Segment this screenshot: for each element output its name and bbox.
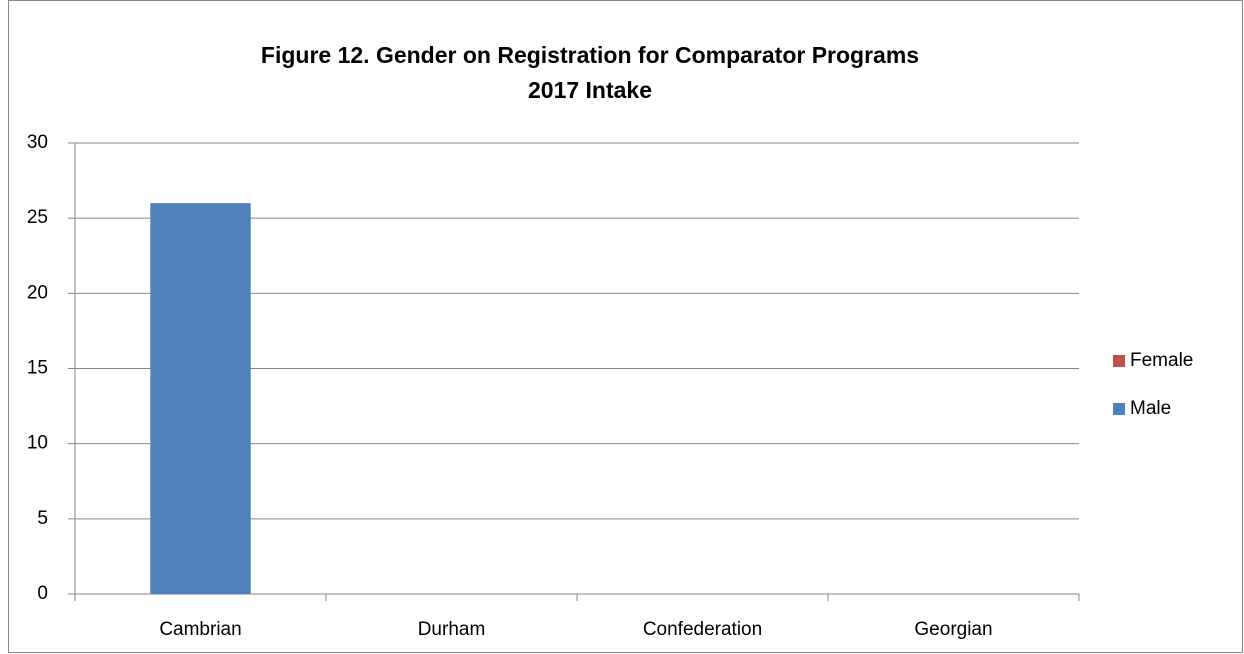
legend-swatch <box>1113 355 1125 367</box>
chart-title: Figure 12. Gender on Registration for Co… <box>261 42 919 68</box>
bar <box>150 203 251 594</box>
x-tick-label: Confederation <box>643 619 762 640</box>
x-tick-label: Durham <box>418 619 486 640</box>
legend-swatch <box>1113 403 1125 415</box>
y-tick-label: 5 <box>37 508 48 529</box>
y-tick-label: 10 <box>27 433 48 454</box>
chart-title: 2017 Intake <box>528 77 652 103</box>
y-tick-label: 30 <box>27 132 48 153</box>
legend-label: Male <box>1130 398 1171 419</box>
y-tick-label: 0 <box>37 583 48 604</box>
y-tick-label: 20 <box>27 282 48 303</box>
y-tick-label: 15 <box>27 358 48 379</box>
x-tick-label: Georgian <box>914 619 992 640</box>
x-tick-label: Cambrian <box>159 619 241 640</box>
y-tick-label: 25 <box>27 207 48 228</box>
legend-label: Female <box>1130 350 1193 371</box>
